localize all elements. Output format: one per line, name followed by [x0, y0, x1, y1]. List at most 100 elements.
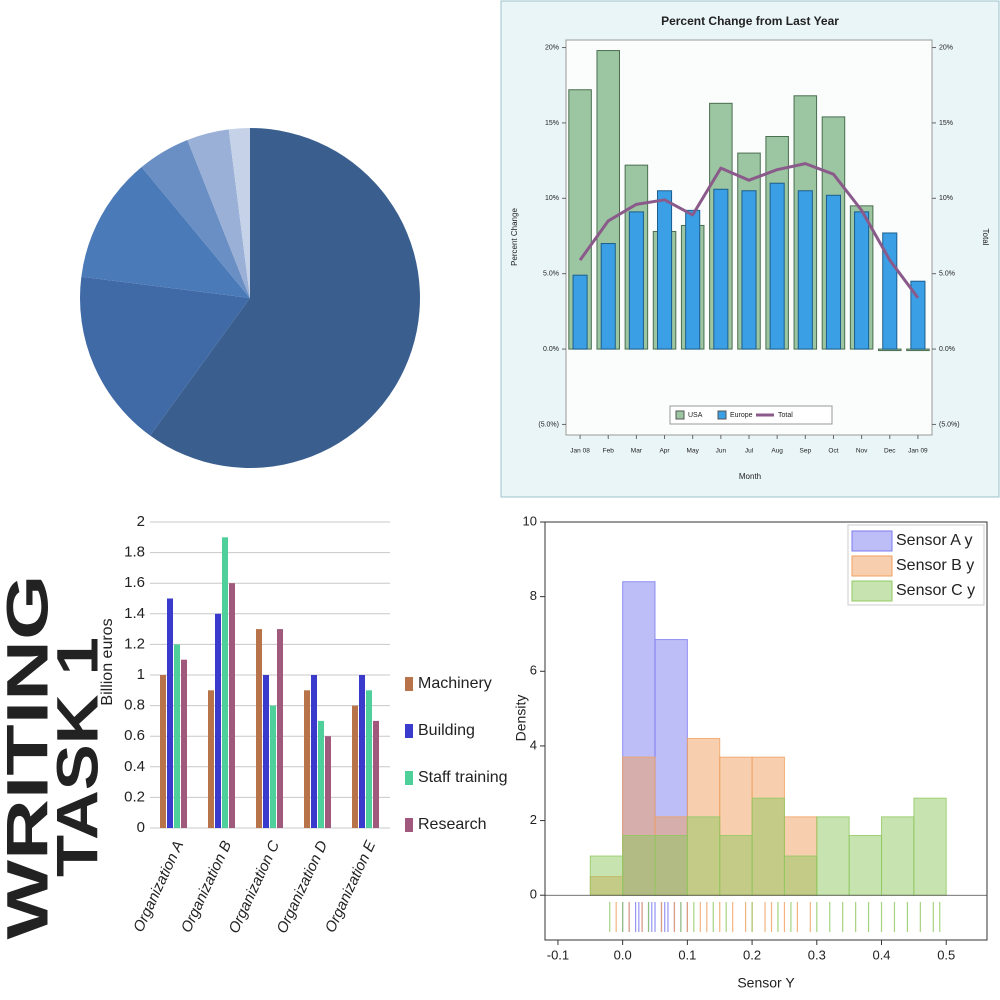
legend-swatch [405, 818, 413, 832]
y-tick-label: 6 [530, 663, 537, 678]
bar [769, 182, 785, 350]
legend-label: Research [418, 816, 486, 833]
y-tick-label: 1.8 [124, 544, 145, 561]
y-tick-label: 10 [523, 513, 537, 528]
bar [657, 190, 673, 350]
bar [311, 675, 317, 828]
bar [167, 598, 173, 828]
histogram-bar [622, 835, 656, 896]
x-tick-label: Mar [631, 448, 643, 455]
bar [628, 211, 644, 350]
y-axis-label: Billion euros [99, 618, 116, 705]
bar [741, 190, 757, 350]
pie-slice [150, 128, 420, 468]
axes-frame [544, 521, 988, 941]
legend-label: Total [778, 412, 793, 419]
histogram-bar [654, 835, 688, 896]
x-tick-label: Jun [716, 448, 727, 455]
bar [277, 629, 283, 828]
legend-swatch [405, 677, 413, 691]
legend-swatch [851, 555, 893, 577]
x-tick-label: Oct [828, 448, 838, 455]
x-tick-label: Apr [659, 448, 670, 455]
x-tick-label: Jul [745, 448, 754, 455]
bar [825, 194, 842, 350]
legend-label: USA [688, 412, 703, 419]
bar [572, 274, 588, 350]
histogram-bar [913, 797, 947, 896]
x-tick-label: -0.1 [547, 947, 569, 962]
bar [366, 690, 372, 828]
legend-label: Machinery [418, 675, 492, 692]
x-tick-label: Nov [856, 448, 868, 455]
line [578, 162, 920, 299]
x-tick-label: Jan 09 [908, 448, 928, 455]
y2-tick-label: (5.0%) [939, 421, 960, 428]
y2-tick-label: 15% [939, 120, 953, 127]
pie-slice [187, 129, 250, 298]
histogram-bar [881, 816, 915, 896]
bar [208, 690, 214, 828]
y2-tick-label: 0.0% [939, 346, 955, 353]
bar [160, 675, 166, 828]
pie-slice [79, 276, 250, 436]
x-axis-label: Month [739, 472, 761, 481]
y-tick-label: 0.6 [124, 727, 145, 744]
legend-label: Staff training [418, 769, 508, 786]
y-axis-label: Density [513, 695, 529, 742]
y-tick-label: 1.4 [124, 605, 145, 622]
pie-slice [228, 128, 250, 298]
legend-label: Sensor C y [896, 582, 975, 599]
histogram-bar [719, 835, 753, 896]
y2-tick-label: 10% [939, 195, 953, 202]
bar [882, 232, 898, 350]
bar [318, 720, 324, 828]
bar [373, 720, 379, 828]
legend-label: Europe [730, 412, 753, 419]
y-tick-label: 2 [137, 513, 145, 530]
y-tick-label: 1.6 [124, 574, 145, 591]
legend-label: Building [418, 722, 475, 739]
legend-label: Sensor A y [896, 532, 973, 549]
legend-label: Sensor B y [896, 557, 974, 574]
y-tick-label: 5.0% [543, 271, 559, 278]
x-tick-label: Sep [800, 448, 812, 455]
y2-tick-label: 20% [939, 44, 953, 51]
x-tick-label: 0.0 [614, 947, 632, 962]
y-tick-label: 0.8 [124, 697, 145, 714]
x-tick-label: 0.5 [937, 947, 955, 962]
bar [215, 613, 221, 828]
histogram-bar [686, 816, 721, 896]
y-tick-label: 1 [137, 666, 145, 683]
y-tick-label: 1.2 [124, 635, 145, 652]
y-tick-label: 20% [545, 44, 559, 51]
legend-swatch [717, 410, 727, 420]
y-tick-label: 0 [137, 819, 145, 836]
bar [854, 211, 870, 350]
y2-tick-label: 5.0% [939, 271, 955, 278]
bar [713, 188, 729, 350]
annotation: WRITING [0, 575, 60, 940]
y-tick-label: 4 [530, 737, 537, 752]
y-tick-label: 8 [530, 588, 537, 603]
histogram-bar [751, 797, 785, 896]
histogram-bar [816, 816, 850, 896]
histogram-bar [848, 835, 883, 896]
y2-axis-label: Total [981, 229, 990, 246]
legend-swatch [405, 771, 413, 785]
y-axis-label: Percent Change [510, 208, 519, 266]
y-tick-label: 2 [530, 812, 537, 827]
bar [685, 209, 701, 350]
bar [270, 705, 276, 828]
pie-slice [81, 167, 250, 298]
x-tick-label: 0.4 [872, 947, 890, 962]
legend-swatch [405, 724, 413, 738]
x-tick-label: Dec [884, 448, 896, 455]
y-tick-label: 0.4 [124, 758, 145, 775]
histogram-bar [783, 855, 818, 896]
legend-swatch [851, 580, 893, 602]
x-tick-label: 0.3 [808, 947, 826, 962]
bar [352, 705, 358, 828]
x-tick-label: Aug [771, 448, 783, 455]
pie-slice [141, 139, 250, 298]
